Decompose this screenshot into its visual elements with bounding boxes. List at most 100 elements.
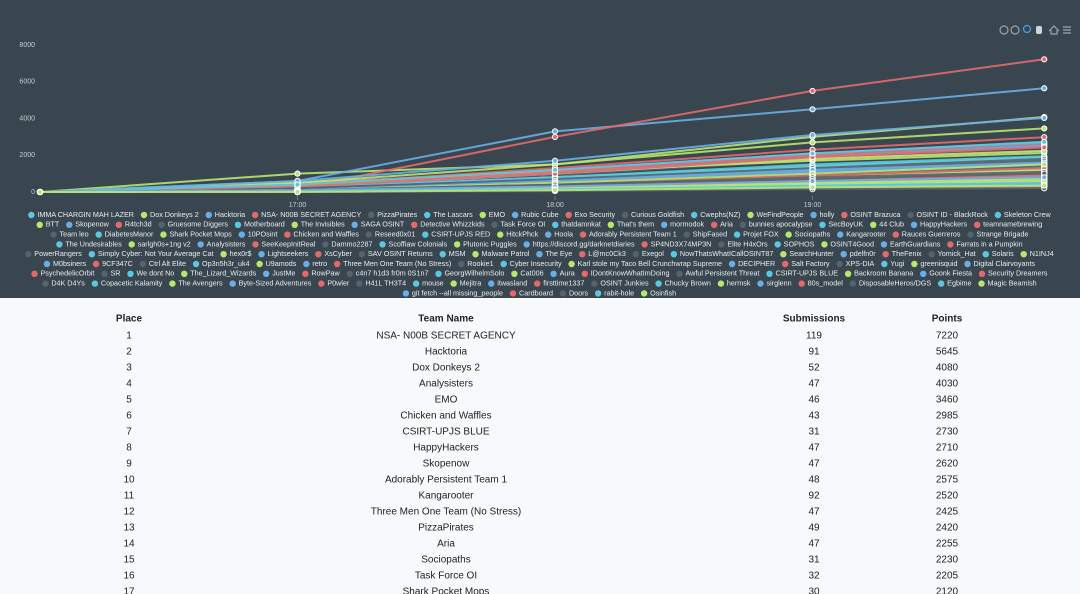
legend-item[interactable]: Osinfish [640,288,676,297]
legend-item[interactable]: SAGA OSINT [351,220,405,229]
legend-item[interactable]: D4K D4Ys [42,279,85,288]
legend-item[interactable]: That's them [607,220,655,229]
legend-item[interactable]: thatdamnkat [552,220,601,229]
legend-item[interactable]: XPS-DIA [836,259,875,268]
legend-item[interactable]: JustMe [262,269,295,278]
legend-item[interactable]: PsychedelicOrbit [31,269,94,278]
legend-item[interactable]: Ctrl Alt Elite [139,259,186,268]
legend-item[interactable]: Digital Clairvoyants [964,259,1035,268]
legend-item[interactable]: H41L TH3T4 [356,279,406,288]
legend-item[interactable]: Doors [559,288,589,297]
legend-item[interactable]: Three Men One Team (No Stress) [333,259,451,268]
legend-item[interactable]: greenisquid [911,259,958,268]
legend-item[interactable]: Aura [550,269,575,278]
legend-item[interactable]: 44 Club [870,220,904,229]
legend-item[interactable]: mormodok [660,220,705,229]
legend-item[interactable]: Simply Cyber: Not Your Average Cat [88,249,214,258]
legend-item[interactable]: Curious Goldfish [621,210,684,219]
legend-item[interactable]: mouse [412,279,444,288]
legend-item[interactable]: GeorgWilhelmSolo [435,269,504,278]
legend-item[interactable]: SearchHunter [780,249,834,258]
legend-item[interactable]: We dont No [127,269,174,278]
legend-item[interactable]: Kangarooter [837,230,886,239]
legend-item[interactable]: Backroom Banana [844,269,913,278]
legend-item[interactable]: itwasland [488,279,527,288]
legend-item[interactable]: Detective Whizzkids [411,220,485,229]
legend-item[interactable]: ShipFased [683,230,728,239]
legend-item[interactable]: HappyHackers [910,220,968,229]
legend-item[interactable]: Yugi [881,259,905,268]
legend-item[interactable]: CSIRT-UPJS RED [422,230,490,239]
legend-item[interactable]: N1INJ4 [1020,249,1054,258]
legend-item[interactable]: Cyber Insecurity [500,259,562,268]
pan-button[interactable] [1036,26,1042,34]
legend-item[interactable]: PowerRangers [25,249,82,258]
legend-item[interactable]: holly [810,210,835,219]
legend-item[interactable]: HitckPhck [497,230,539,239]
legend-item[interactable]: Skopenow [66,220,110,229]
legend-item[interactable]: Byte-Sized Adventures [229,279,312,288]
legend-item[interactable]: Malware Patrol [472,249,530,258]
legend-item[interactable]: c4n7 h1d3 fr0m 0S1n7 [346,269,429,278]
legend-item[interactable]: DisposableHeros/DGS [849,279,932,288]
legend-item[interactable]: The Invisibles [291,220,346,229]
legend-item[interactable]: retro [303,259,327,268]
legend-item[interactable]: SeeKeepInitReal [252,239,316,248]
legend-item[interactable]: EMO [479,210,506,219]
legend-item[interactable]: Elite H4xOrs [718,239,768,248]
legend-item[interactable]: Karl stole my Taco Bell Crunchwrap Supre… [568,259,722,268]
legend-item[interactable]: Cat006 [511,269,544,278]
legend-item[interactable]: MSM [439,249,466,258]
legend-item[interactable]: Salt Factory [782,259,830,268]
legend-item[interactable]: Cwephs(NZ) [690,210,741,219]
legend-item[interactable]: SecBoyUK [819,220,863,229]
legend-item[interactable]: OSINT Brazuca [841,210,901,219]
legend-item[interactable]: Hoola [544,230,573,239]
legend-item[interactable]: Egbime [937,279,972,288]
legend-item[interactable]: Reseed0x01 [365,230,416,239]
legend-item[interactable]: The Lascars [423,210,473,219]
legend-item[interactable]: Scoffiaw Colonials [379,239,448,248]
legend-item[interactable]: 80s_model [798,279,843,288]
legend-item[interactable]: 9CF347C [92,259,133,268]
legend-item[interactable]: Mejitra [450,279,481,288]
legend-item[interactable]: firsttime1337 [534,279,584,288]
legend-item[interactable]: R4tch3d [115,220,152,229]
legend-item[interactable]: Goonk Fiesta [920,269,972,278]
legend-item[interactable]: P0wler [318,279,350,288]
legend-item[interactable]: Gruesome Diggers [158,220,228,229]
legend-item[interactable]: SR [101,269,120,278]
legend-item[interactable]: Aria [710,220,733,229]
legend-item[interactable]: teamnamebrewing [973,220,1042,229]
legend-item[interactable]: Awful Persistent Threat [676,269,760,278]
legend-item[interactable]: Hacktoria [205,210,246,219]
legend-item[interactable]: Lightseekers [258,249,309,258]
legend-item[interactable]: Motherboard [234,220,285,229]
legend-item[interactable]: Team leo [50,230,89,239]
legend-item[interactable]: RowPaw [302,269,341,278]
legend-item[interactable]: SAV OSINT Returns [358,249,433,258]
legend-item[interactable]: The Eye [536,249,572,258]
legend-item[interactable]: SP4ND3X74MP3N [641,239,711,248]
legend-item[interactable]: NowThatsWhatICallOSINT87 [670,249,774,258]
selection-zoom-button[interactable] [1022,24,1032,34]
legend-item[interactable]: Rubic Cube [511,210,559,219]
legend-item[interactable]: hermsk [717,279,751,288]
legend-item[interactable]: bunnies apocalypse [739,220,813,229]
legend-item[interactable]: sirglenn [757,279,792,288]
legend-item[interactable]: U9amods [256,259,297,268]
legend-item[interactable]: Shark Pocket Mops [160,230,232,239]
legend-item[interactable]: Sociopaths [785,230,831,239]
legend-item[interactable]: Security Dreamers [978,269,1048,278]
zoom-in-button[interactable] [1010,25,1020,35]
legend-item[interactable]: Solaris [982,249,1015,258]
legend-item[interactable]: sarlgh0s+1ng v2 [128,239,191,248]
legend-item[interactable]: EarthGuardians [880,239,941,248]
legend-item[interactable]: IMMA CHARGIN MAH LAZER [28,210,134,219]
legend-item[interactable]: Yomick_Hat [928,249,976,258]
legend-item[interactable]: Task Force OI [491,220,545,229]
legend-item[interactable]: Rauces Guerreros [892,230,961,239]
legend-item[interactable]: Dammo2287 [322,239,373,248]
legend-item[interactable]: OSINT Junkies [591,279,649,288]
legend-item[interactable]: The Avengers [169,279,223,288]
